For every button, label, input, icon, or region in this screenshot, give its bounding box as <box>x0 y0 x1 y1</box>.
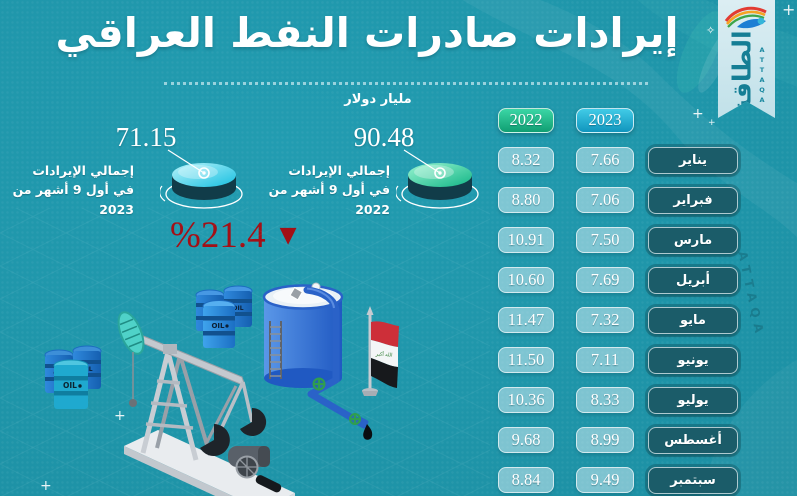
table-row: 10.36 8.33 يوليو <box>498 386 740 414</box>
oil-drop-icon <box>363 424 373 440</box>
sparkle-plus-icon: + <box>40 478 52 494</box>
value-2022: 10.91 <box>498 227 554 253</box>
value-2023: 8.99 <box>576 427 634 453</box>
table-row: 8.84 9.49 سبتمبر <box>498 466 740 494</box>
value-2022: 11.50 <box>498 347 554 373</box>
attaqa-logo-ribbon: الطاقة ATTAQA <box>718 0 775 118</box>
total-2022-value: 90.48 <box>353 122 415 152</box>
svg-text:OIL: OIL <box>63 381 77 390</box>
sparkle-plus-icon: + <box>708 118 716 128</box>
month-label: مايو <box>648 306 738 334</box>
value-2023: 7.06 <box>576 187 634 213</box>
table-header-row: 2022 2023 <box>498 107 740 133</box>
button-disc-2022-icon <box>396 149 479 209</box>
value-2023: 8.33 <box>576 387 634 413</box>
value-2022: 10.60 <box>498 267 554 293</box>
page-title: إيرادات صادرات النفط العراقي <box>55 9 679 57</box>
unit-label: مليار دولار <box>344 92 412 107</box>
month-label: أبريل <box>648 266 738 294</box>
total-2023-label: إجمالي الإيرادات في أول 9 أشهر من 2023 <box>2 161 134 219</box>
oil-storage-tank <box>262 282 373 440</box>
oil-barrels-left: OIL OIL OIL <box>44 345 102 409</box>
table-row: 9.68 8.99 أغسطس <box>498 426 740 454</box>
month-label: يونيو <box>648 346 738 374</box>
month-label: سبتمبر <box>648 466 738 494</box>
logo-wave-icon <box>724 6 767 29</box>
value-2022: 8.84 <box>498 467 554 493</box>
value-2022: 11.47 <box>498 307 554 333</box>
button-disc-2023-icon <box>160 149 243 209</box>
table-row: 8.80 7.06 فبراير <box>498 186 740 214</box>
title-dotted-underline <box>164 82 648 85</box>
total-2023-label-line1: إجمالي الإيرادات <box>32 163 134 178</box>
pipe-valve-icon <box>312 377 361 425</box>
total-2023-label-line2: في أول 9 أشهر من 2023 <box>12 182 134 216</box>
value-2022: 9.68 <box>498 427 554 453</box>
sparkle-diamond-icon: ✧ <box>706 24 716 37</box>
total-2022-label-line1: إجمالي الإيرادات <box>288 163 390 178</box>
month-label: يوليو <box>648 386 738 414</box>
table-row: 10.91 7.50 مارس <box>498 226 740 254</box>
svg-text:OIL: OIL <box>211 322 225 330</box>
table-row: 10.60 7.69 أبريل <box>498 266 740 294</box>
svg-text:OIL: OIL <box>232 305 243 312</box>
tank-ladder <box>269 321 282 379</box>
value-2023: 7.11 <box>576 347 634 373</box>
value-2022: 10.36 <box>498 387 554 413</box>
logo-arabic-name: الطاقة <box>727 30 757 114</box>
value-2023: 7.69 <box>576 267 634 293</box>
month-label: فبراير <box>648 186 738 214</box>
sparkle-plus-icon: + <box>782 0 796 19</box>
year-2023-header: 2023 <box>576 107 634 133</box>
month-label: يناير <box>648 146 738 174</box>
value-2022: 8.80 <box>498 187 554 213</box>
flag-inscription: الله أكبر <box>374 350 392 358</box>
value-2023: 7.50 <box>576 227 634 253</box>
table-row: 8.32 7.66 يناير <box>498 146 740 174</box>
year-2022-header: 2022 <box>498 107 554 133</box>
sparkle-plus-icon: + <box>114 408 126 424</box>
oil-barrels-top: OIL OIL <box>195 285 253 348</box>
logo-latin-name: ATTAQA <box>758 46 766 106</box>
value-2023: 7.66 <box>576 147 634 173</box>
iraq-flag: الله أكبر <box>362 306 399 396</box>
monthly-revenue-table: 2022 2023 8.32 7.66 يناير 8.80 7.06 فبرا… <box>498 107 740 496</box>
sparkle-plus-icon: + <box>692 106 704 122</box>
total-2023-value: 71.15 <box>115 122 177 152</box>
value-2022: 8.32 <box>498 147 554 173</box>
month-label: مارس <box>648 226 738 254</box>
oil-pump-jack <box>117 311 295 496</box>
value-2023: 9.49 <box>576 467 634 493</box>
month-label: أغسطس <box>648 426 738 454</box>
table-row: 11.50 7.11 يونيو <box>498 346 740 374</box>
value-2023: 7.32 <box>576 307 634 333</box>
table-row: 11.47 7.32 مايو <box>498 306 740 334</box>
oil-field-illustration: OIL OIL <box>0 208 490 496</box>
